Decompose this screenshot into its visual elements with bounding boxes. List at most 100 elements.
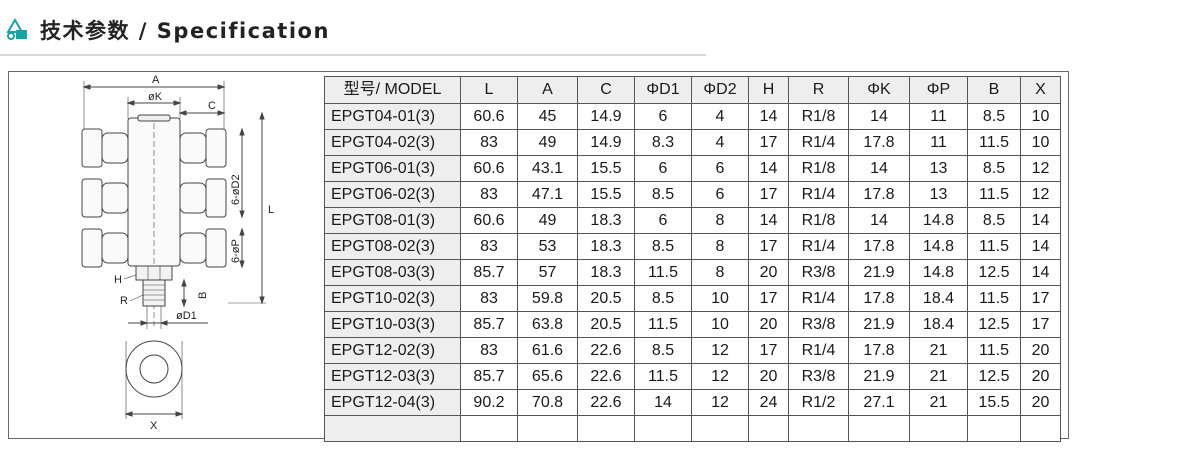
value-cell: 21 [909, 389, 968, 416]
model-cell: EPGT12-02(3) [324, 337, 461, 364]
empty-cell [909, 415, 968, 442]
value-cell: 8.3 [634, 129, 692, 156]
value-cell: 8.5 [634, 337, 692, 364]
value-cell: 14.9 [577, 129, 635, 156]
model-cell: EPGT06-01(3) [324, 155, 461, 182]
value-cell: 17 [748, 181, 789, 208]
value-cell: 10 [691, 285, 749, 312]
value-cell: 90.2 [460, 389, 518, 416]
value-cell: 17.8 [848, 181, 910, 208]
value-cell: 14 [848, 155, 910, 182]
fitting-drawing: A øK C 6-øD2 6-øP L [81, 74, 274, 432]
value-cell: 60.6 [460, 103, 518, 130]
value-cell: 85.7 [460, 311, 518, 338]
empty-cell [848, 415, 910, 442]
value-cell: 10 [1020, 129, 1061, 156]
value-cell: R1/4 [788, 233, 849, 260]
column-header: L [460, 76, 518, 104]
value-cell: 11 [909, 129, 968, 156]
model-cell: EPGT10-02(3) [324, 285, 461, 312]
section-title: 技术参数 / Specification [40, 19, 330, 43]
value-cell: 14.8 [909, 207, 968, 234]
value-cell: 8 [691, 233, 749, 260]
value-cell: 20.5 [577, 311, 635, 338]
value-cell: 21 [909, 337, 968, 364]
model-cell: EPGT12-03(3) [324, 363, 461, 390]
value-cell: 20 [748, 259, 789, 286]
value-cell: 14.8 [909, 233, 968, 260]
dim-label-c: C [208, 100, 216, 112]
value-cell: 13 [909, 155, 968, 182]
value-cell: 11.5 [634, 259, 692, 286]
table-row: EPGT12-04(3) 90.2 70.8 22.6 14 12 24 R1/2 27.1 21… [324, 389, 1061, 416]
value-cell: 21.9 [848, 363, 910, 390]
value-cell: 14.9 [577, 103, 635, 130]
value-cell: 11.5 [967, 233, 1021, 260]
value-cell: 27.1 [848, 389, 910, 416]
value-cell: 18.3 [577, 259, 635, 286]
value-cell: R1/4 [788, 129, 849, 156]
value-cell: 15.5 [577, 181, 635, 208]
value-cell: 14.8 [909, 259, 968, 286]
value-cell: 12.5 [967, 363, 1021, 390]
table-row: EPGT12-03(3) 85.7 65.6 22.6 11.5 12 20 R3/8 21.9… [324, 363, 1061, 390]
table-row: EPGT10-03(3) 85.7 63.8 20.5 11.5 10 20 R3/8 21.9… [324, 311, 1061, 338]
value-cell: 83 [460, 285, 518, 312]
dim-label-d2: 6-øD2 [230, 174, 242, 205]
column-header: X [1020, 76, 1061, 104]
value-cell: 43.1 [517, 155, 578, 182]
model-cell: EPGT06-02(3) [324, 181, 461, 208]
value-cell: 57 [517, 259, 578, 286]
value-cell: R1/4 [788, 337, 849, 364]
value-cell: 10 [1020, 103, 1061, 130]
dim-label-r: R [120, 295, 128, 307]
value-cell: 22.6 [577, 389, 635, 416]
value-cell: 4 [691, 129, 749, 156]
value-cell: 11.5 [967, 337, 1021, 364]
dim-label-a: A [152, 74, 160, 86]
value-cell: 17.8 [848, 129, 910, 156]
dim-label-l: L [268, 204, 274, 216]
value-cell: 11 [909, 103, 968, 130]
value-cell: 14 [748, 207, 789, 234]
empty-cell [748, 415, 789, 442]
value-cell: 8.5 [967, 207, 1021, 234]
value-cell: 14 [1020, 233, 1061, 260]
column-header: C [577, 76, 635, 104]
value-cell: 60.6 [460, 155, 518, 182]
value-cell: 12 [691, 389, 749, 416]
value-cell: 11.5 [634, 311, 692, 338]
empty-cell [517, 415, 578, 442]
table-row: EPGT10-02(3) 83 59.8 20.5 8.5 10 17 R1/4 17.8 18.… [324, 285, 1061, 312]
value-cell: R1/4 [788, 181, 849, 208]
value-cell: 83 [460, 233, 518, 260]
empty-cell [691, 415, 749, 442]
value-cell: 17 [748, 337, 789, 364]
value-cell: 18.3 [577, 233, 635, 260]
value-cell: 18.4 [909, 311, 968, 338]
value-cell: 17.8 [848, 233, 910, 260]
value-cell: 6 [691, 155, 749, 182]
model-cell: EPGT08-03(3) [324, 259, 461, 286]
value-cell: 6 [634, 103, 692, 130]
value-cell: 21.9 [848, 311, 910, 338]
value-cell: 83 [460, 337, 518, 364]
value-cell: 14 [848, 207, 910, 234]
value-cell: 63.8 [517, 311, 578, 338]
value-cell: 17.8 [848, 285, 910, 312]
value-cell: 22.6 [577, 363, 635, 390]
value-cell: R1/8 [788, 103, 849, 130]
value-cell: 8.5 [967, 103, 1021, 130]
value-cell: 18.3 [577, 207, 635, 234]
table-row: EPGT08-02(3) 83 53 18.3 8.5 8 17 R1/4 17.8 14.8 11… [324, 233, 1061, 260]
value-cell: 45 [517, 103, 578, 130]
value-cell: 17 [748, 285, 789, 312]
table-row: EPGT04-02(3) 83 49 14.9 8.3 4 17 R1/4 17.8 11 11.5… [324, 129, 1061, 156]
table-row: EPGT04-01(3) 60.6 45 14.9 6 4 14 R1/8 14 11 8.5 10 [324, 103, 1061, 130]
value-cell: R1/8 [788, 207, 849, 234]
value-cell: 17 [1020, 285, 1061, 312]
value-cell: 21.9 [848, 259, 910, 286]
column-header: ΦK [848, 76, 910, 104]
column-header: B [967, 76, 1021, 104]
value-cell: 53 [517, 233, 578, 260]
